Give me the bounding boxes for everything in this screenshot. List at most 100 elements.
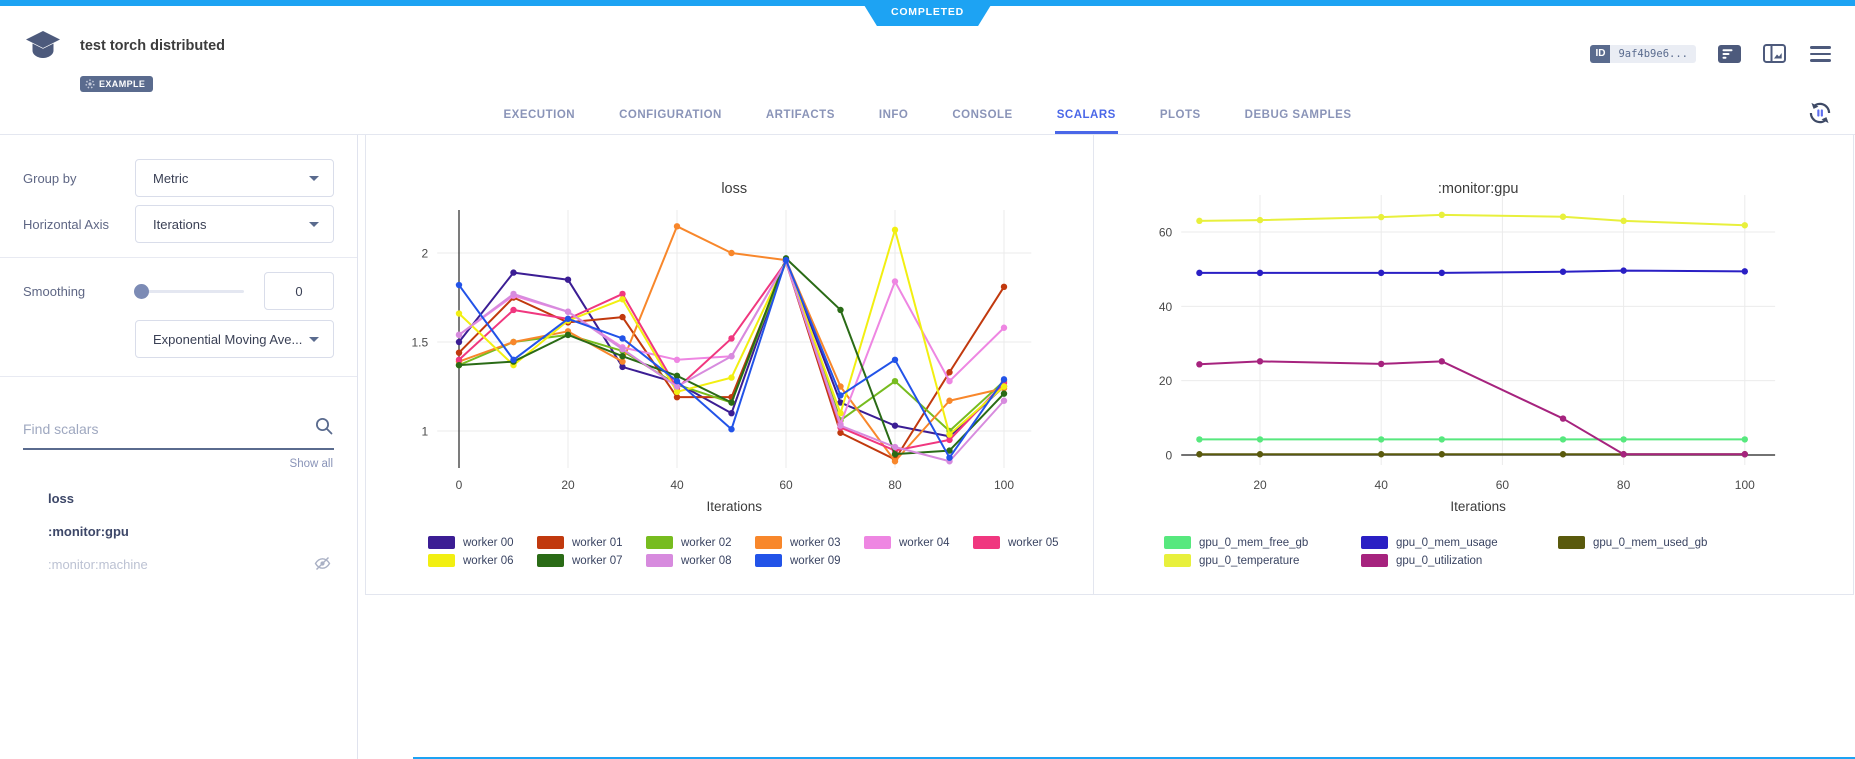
- tab-configuration[interactable]: CONFIGURATION: [619, 109, 722, 121]
- svg-text:40: 40: [1159, 300, 1173, 314]
- tab-plots[interactable]: PLOTS: [1159, 109, 1201, 121]
- legend-label: worker 07: [572, 554, 623, 567]
- legend-item-gpu_0_temperature[interactable]: gpu_0_temperature: [1164, 554, 1361, 567]
- eye-off-icon[interactable]: [314, 556, 331, 574]
- legend-swatch: [1361, 554, 1388, 567]
- legend-swatch: [646, 536, 673, 549]
- legend-item-worker-07[interactable]: worker 07: [537, 554, 646, 567]
- legend-item-worker-01[interactable]: worker 01: [537, 536, 646, 549]
- id-value: 9af4b9e6...: [1610, 44, 1696, 63]
- legend-item-gpu_0_mem_used_gb[interactable]: gpu_0_mem_used_gb: [1558, 536, 1755, 549]
- smoothing-method-select[interactable]: Exponential Moving Ave...: [135, 320, 334, 358]
- metric-item-monitor-machine[interactable]: :monitor:machine: [0, 548, 357, 581]
- svg-text:60: 60: [779, 478, 793, 492]
- experiment-id-badge[interactable]: ID 9af4b9e6...: [1590, 44, 1696, 63]
- legend-item-worker-03[interactable]: worker 03: [755, 536, 864, 549]
- tab-artifacts[interactable]: ARTIFACTS: [765, 109, 835, 121]
- group-by-label: Group by: [23, 170, 77, 186]
- legend-item-gpu_0_utilization[interactable]: gpu_0_utilization: [1361, 554, 1558, 567]
- loss-chart-legend: worker 00 worker 01 worker 02 worker 03 work…: [366, 536, 1093, 572]
- smoothing-slider[interactable]: [134, 283, 244, 299]
- legend-label: worker 02: [681, 536, 732, 549]
- svg-text:20: 20: [1159, 374, 1173, 388]
- legend-item-worker-04[interactable]: worker 04: [864, 536, 973, 549]
- legend-item-worker-02[interactable]: worker 02: [646, 536, 755, 549]
- svg-text:0: 0: [1166, 449, 1173, 463]
- legend-swatch: [1361, 536, 1388, 549]
- tab-scalars[interactable]: SCALARS: [1054, 109, 1118, 134]
- find-scalars-input[interactable]: [23, 421, 315, 437]
- legend-swatch: [1164, 536, 1191, 549]
- legend-item-gpu_0_mem_free_gb[interactable]: gpu_0_mem_free_gb: [1164, 536, 1361, 549]
- bottom-accent-line: [413, 757, 1855, 759]
- legend-label: gpu_0_mem_free_gb: [1199, 536, 1309, 549]
- legend-swatch: [428, 536, 455, 549]
- legend-label: worker 09: [790, 554, 841, 567]
- legend-swatch: [646, 554, 673, 567]
- legend-label: worker 04: [899, 536, 950, 549]
- group-by-select[interactable]: Metric: [135, 159, 334, 197]
- gpu-chart-legend: gpu_0_mem_free_gb gpu_0_mem_usage gpu_0_me…: [1094, 536, 1853, 572]
- split-view-icon[interactable]: [1763, 44, 1786, 64]
- svg-text:80: 80: [1617, 478, 1631, 492]
- legend-item-worker-09[interactable]: worker 09: [755, 554, 864, 567]
- tab-console[interactable]: CONSOLE: [952, 109, 1013, 121]
- show-all-link[interactable]: Show all: [289, 458, 333, 470]
- svg-text:20: 20: [1253, 478, 1267, 492]
- legend-label: worker 08: [681, 554, 732, 567]
- details-panel-icon[interactable]: [1718, 44, 1741, 63]
- menu-icon[interactable]: [1808, 44, 1833, 64]
- smoothing-slider-thumb[interactable]: [134, 283, 149, 299]
- divider: [0, 376, 357, 377]
- scalars-settings-sidebar: Group by Metric Horizontal Axis Iteratio…: [0, 135, 358, 759]
- header: test torch distributed EXAMPLE ID 9af4b9…: [0, 6, 1855, 135]
- legend-label: worker 00: [463, 536, 514, 549]
- legend-label: worker 03: [790, 536, 841, 549]
- example-tag-label: EXAMPLE: [99, 79, 146, 89]
- tab-bar: EXECUTION CONFIGURATION ARTIFACTS INFO C…: [0, 109, 1855, 134]
- svg-text:0: 0: [456, 478, 463, 492]
- metric-item-monitor-gpu[interactable]: :monitor:gpu: [48, 524, 129, 539]
- gpu-chart-card: 0 20 40 60 20 40 60 80 100:monitor:gpu Iterations…: [1094, 135, 1853, 594]
- legend-item-worker-08[interactable]: worker 08: [646, 554, 755, 567]
- legend-label: gpu_0_mem_used_gb: [1593, 536, 1708, 549]
- tab-info[interactable]: INFO: [878, 109, 909, 121]
- legend-item-worker-06[interactable]: worker 06: [428, 554, 537, 567]
- svg-text:100: 100: [1735, 478, 1755, 492]
- legend-swatch: [537, 554, 564, 567]
- loss-chart-card: 1 1.5 2 0 20 40 60 80 100 loss Iterations worker 0…: [366, 135, 1094, 594]
- status-label: COMPLETED: [890, 6, 965, 18]
- legend-item-worker-05[interactable]: worker 05: [973, 536, 1082, 549]
- chevron-down-icon: [309, 336, 319, 342]
- tab-execution[interactable]: EXECUTION: [503, 109, 576, 121]
- auto-refresh-icon[interactable]: [1807, 100, 1833, 131]
- smoothing-value-input[interactable]: [264, 272, 334, 310]
- legend-swatch: [755, 536, 782, 549]
- horizontal-axis-select[interactable]: Iterations: [135, 205, 334, 243]
- svg-text:20: 20: [561, 478, 575, 492]
- smoothing-label: Smoothing: [23, 283, 86, 299]
- svg-text:80: 80: [888, 478, 902, 492]
- svg-text:2: 2: [422, 247, 429, 261]
- legend-swatch: [1164, 554, 1191, 567]
- charts-area: 1 1.5 2 0 20 40 60 80 100 loss Iterations worker 0…: [358, 135, 1855, 759]
- legend-swatch: [973, 536, 1000, 549]
- svg-text:1: 1: [422, 425, 429, 439]
- legend-label: gpu_0_mem_usage: [1396, 536, 1498, 549]
- legend-item-gpu_0_mem_usage[interactable]: gpu_0_mem_usage: [1361, 536, 1558, 549]
- chevron-down-icon: [309, 221, 319, 227]
- smoothing-method-value: Exponential Moving Ave...: [153, 331, 303, 347]
- search-icon: [315, 417, 334, 441]
- legend-label: worker 01: [572, 536, 623, 549]
- legend-swatch: [537, 536, 564, 549]
- gear-icon: [85, 79, 95, 89]
- svg-text:40: 40: [670, 478, 684, 492]
- legend-item-worker-00[interactable]: worker 00: [428, 536, 537, 549]
- tab-debug-samples[interactable]: DEBUG SAMPLES: [1244, 109, 1352, 121]
- legend-swatch: [428, 554, 455, 567]
- gpu-chart-plot[interactable]: 0 20 40 60 20 40 60 80 100:monitor:gpu Iterations: [1094, 135, 1853, 527]
- metric-item-loss[interactable]: loss: [48, 491, 75, 506]
- svg-text:60: 60: [1496, 478, 1510, 492]
